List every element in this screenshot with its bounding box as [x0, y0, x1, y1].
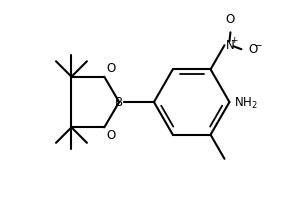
Text: N: N: [226, 39, 234, 52]
Text: +: +: [230, 36, 238, 45]
Text: −: −: [254, 41, 263, 51]
Text: O: O: [106, 129, 115, 142]
Text: O: O: [248, 43, 257, 56]
Text: NH$_2$: NH$_2$: [234, 95, 258, 111]
Text: O: O: [106, 62, 115, 75]
Text: O: O: [226, 13, 235, 26]
Text: B: B: [115, 95, 123, 108]
